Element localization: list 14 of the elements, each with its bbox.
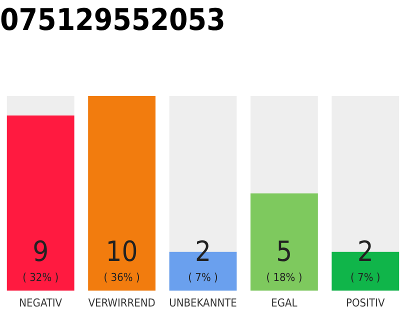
annotation: ( 18% ) xyxy=(266,270,302,284)
x-tick-label: POSITIV xyxy=(346,296,385,310)
data-label: 5 xyxy=(276,234,292,268)
chart-title: 075129552053 xyxy=(0,2,226,38)
annotation: ( 32% ) xyxy=(22,270,59,284)
x-tick-label: NEGATIV xyxy=(19,296,62,310)
x-tick-label: UNBEKANNTE xyxy=(169,296,237,310)
x-tick-label: EGAL xyxy=(271,296,298,310)
data-label: 9 xyxy=(32,234,49,268)
annotation: ( 7% ) xyxy=(350,270,380,284)
x-tick-label: VERWIRREND xyxy=(88,296,156,310)
annotation: ( 7% ) xyxy=(188,270,218,284)
annotation: ( 36% ) xyxy=(104,270,140,284)
data-label: 10 xyxy=(106,234,138,268)
